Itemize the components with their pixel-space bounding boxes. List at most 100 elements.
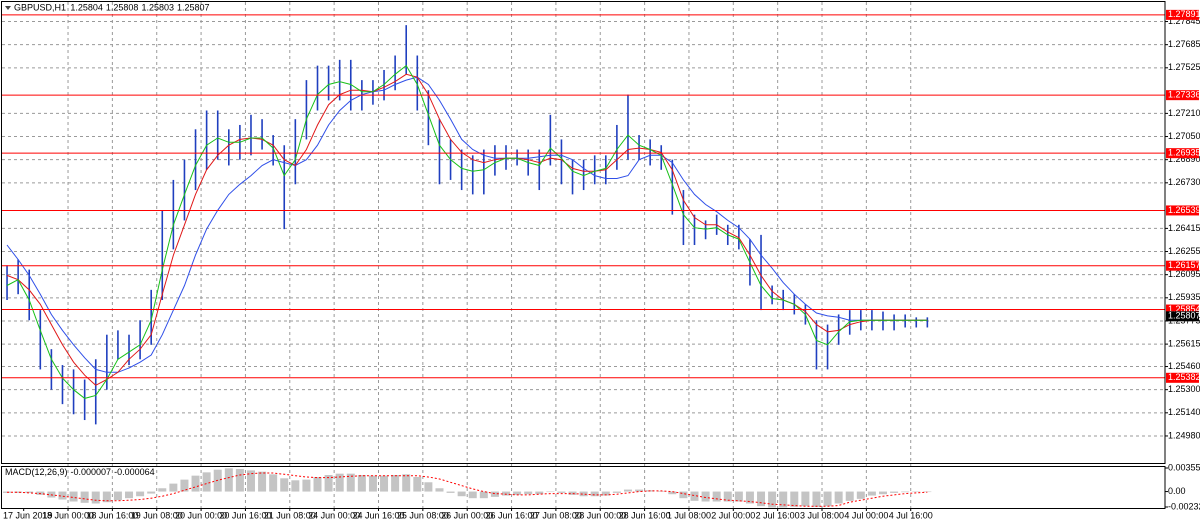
macd-bar: [668, 491, 677, 495]
signal-line: [7, 472, 928, 507]
macd-bar: [745, 491, 754, 504]
macd-bar: [302, 479, 311, 492]
level-label: 1.25854: [1168, 304, 1200, 314]
macd-bar: [502, 491, 511, 496]
macd-bar: [102, 491, 111, 503]
macd-bar: [834, 491, 843, 504]
quote-high: 1.25808: [106, 3, 139, 13]
macd-value: -0.000007: [71, 467, 112, 477]
macd-bar: [368, 475, 377, 492]
level-tag: [1166, 90, 1199, 101]
y-tick-label: 1.26730: [1168, 177, 1200, 187]
y-tick-label: 0.003555: [1168, 462, 1200, 472]
y-tick-label: 1.26255: [1168, 246, 1200, 256]
marks-layer: [2, 14, 1165, 508]
macd-bar: [80, 491, 89, 503]
y-tick-label: 1.27050: [1168, 131, 1200, 141]
macd-bar: [823, 491, 832, 507]
level-label: 1.25382: [1168, 372, 1200, 382]
macd-signal-value: -0.000064: [114, 467, 155, 477]
macd-bar: [413, 476, 422, 492]
macd-bar: [612, 491, 621, 493]
x-tick-label: 20 Jun 00:00: [175, 510, 227, 520]
macd-bar: [424, 482, 433, 492]
y-tick-label: 1.25140: [1168, 407, 1200, 417]
macd-bar: [280, 478, 289, 492]
x-tick-label: 26 Jun 00:00: [441, 510, 493, 520]
level-tag: [1166, 9, 1199, 20]
y-tick-label: 1.24980: [1168, 430, 1200, 440]
y-tick-label: 1.25935: [1168, 292, 1200, 302]
macd-bar: [357, 474, 366, 492]
moving-average-line: [6, 64, 928, 399]
y-tick-label: -0.002328: [1168, 501, 1200, 511]
macd-bar: [468, 491, 477, 499]
level-tag: [1166, 304, 1199, 315]
level-tag: [1166, 372, 1199, 383]
macd-bar: [779, 491, 788, 508]
macd-bar: [845, 491, 854, 501]
macd-bar: [58, 491, 67, 500]
macd-bar: [258, 471, 267, 492]
macd-bar: [291, 480, 300, 492]
macd-header: MACD(12,26,9) -0.000007 -0.000064: [5, 467, 155, 477]
y-tick-label: 1.27525: [1168, 62, 1200, 72]
macd-bar: [901, 491, 910, 493]
level-label: 1.27336: [1168, 90, 1200, 100]
x-tick-label: 17 Jun 2019: [3, 510, 53, 520]
x-tick-label: 24 Jun 00:00: [308, 510, 360, 520]
x-tick-label: 19 Jun 08:00: [131, 510, 183, 520]
quote-open: 1.25804: [70, 3, 103, 13]
macd-bar: [14, 491, 23, 493]
x-tick-label: 3 Jul 08:00: [800, 510, 844, 520]
macd-bar: [224, 468, 233, 492]
macd-bar: [335, 473, 344, 492]
level-tag: [1166, 260, 1199, 271]
macd-bar: [513, 491, 522, 495]
macd-bar: [579, 491, 588, 497]
price-panel-frame: [1, 1, 1166, 464]
macd-bar: [490, 491, 499, 497]
macd-bar: [734, 491, 743, 502]
level-tag: [1166, 148, 1199, 159]
macd-bar: [391, 474, 400, 492]
labels-layer: 1.27845 1.27685 1.27525 1.27210 1.27050 1.268…: [3, 9, 1200, 520]
moving-average-line: [6, 73, 928, 386]
macd-bar: [402, 474, 411, 492]
macd-bar: [235, 469, 244, 492]
x-tick-label: 2 Jul 16:00: [756, 510, 800, 520]
y-tick-label: 1.27845: [1168, 16, 1200, 26]
y-tick-label: 0.00: [1168, 486, 1186, 496]
x-tick-label: 28 Jun 00:00: [574, 510, 626, 520]
macd-title: MACD(12,26,9): [5, 467, 68, 477]
macd-bar: [557, 491, 566, 493]
x-tick-label: 2 Jul 00:00: [711, 510, 755, 520]
macd-bar: [856, 491, 865, 499]
symbol-icon: [5, 6, 11, 10]
macd-bar: [169, 483, 178, 492]
macd-bar: [246, 470, 255, 492]
macd-bar: [91, 491, 100, 504]
y-tick-label: 1.26095: [1168, 269, 1200, 279]
macd-bar: [590, 491, 599, 497]
macd-bar: [191, 475, 200, 492]
level-label: 1.27891: [1168, 9, 1200, 19]
macd-bar: [25, 491, 34, 493]
x-tick-label: 25 Jun 08:00: [397, 510, 449, 520]
y-tick-label: 1.26415: [1168, 223, 1200, 233]
macd-bar: [568, 491, 577, 495]
macd-bar: [136, 491, 145, 497]
macd-bar: [524, 491, 533, 495]
macd-bar: [346, 473, 355, 492]
macd-bar: [912, 491, 921, 493]
macd-bar: [801, 491, 810, 507]
x-tick-label: 27 Jun 08:00: [530, 510, 582, 520]
x-tick-label: 24 Jun 16:00: [352, 510, 404, 520]
y-tick-label: 1.27210: [1168, 108, 1200, 118]
x-tick-label: 18 Jun 16:00: [86, 510, 138, 520]
x-tick-label: 18 Jun 00:00: [42, 510, 94, 520]
macd-bar: [69, 491, 78, 502]
macd-bar: [147, 491, 156, 494]
